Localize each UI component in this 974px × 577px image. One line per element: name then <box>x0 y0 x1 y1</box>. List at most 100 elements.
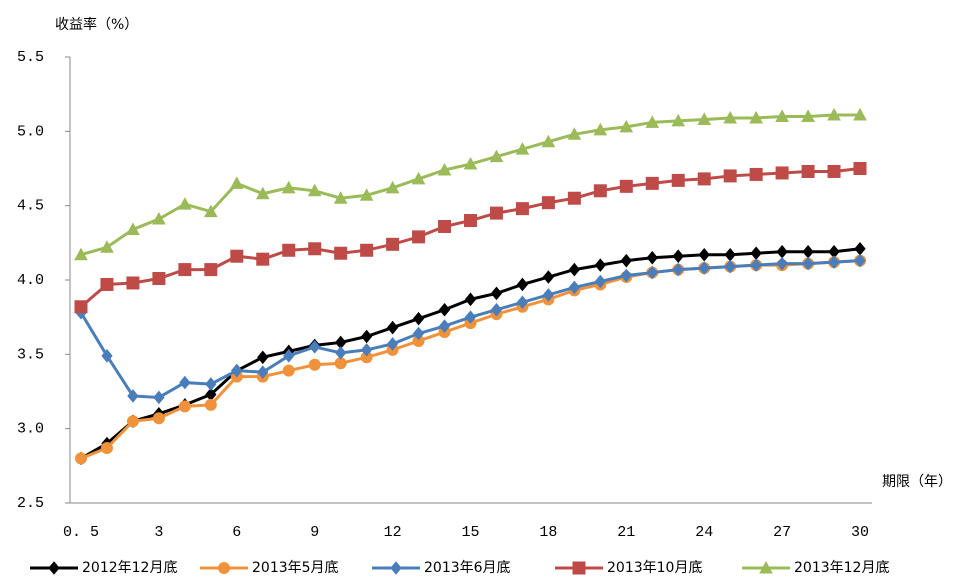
marker <box>308 358 321 371</box>
marker <box>541 134 556 148</box>
marker <box>568 280 581 295</box>
marker <box>594 274 606 289</box>
marker <box>645 115 660 128</box>
marker <box>152 272 166 286</box>
marker <box>620 253 632 268</box>
marker <box>802 256 814 271</box>
y-axis-label: 收益率（%） <box>55 16 138 33</box>
y-tick-label: 4.5 <box>17 198 44 215</box>
marker <box>749 167 763 181</box>
legend-item: 2013年12月底 <box>742 560 889 576</box>
marker <box>412 326 425 341</box>
legend-item: 2013年5月底 <box>200 560 339 576</box>
marker <box>464 310 477 324</box>
marker <box>101 349 113 363</box>
x-tick-label: 27 <box>773 524 791 541</box>
marker <box>282 364 295 377</box>
series <box>75 254 866 465</box>
marker <box>593 184 607 198</box>
series-line <box>80 247 861 460</box>
x-tick-label: 18 <box>539 524 557 541</box>
legend-label: 2013年10月底 <box>607 560 702 576</box>
marker <box>572 561 586 575</box>
marker <box>801 109 815 122</box>
marker <box>646 250 658 265</box>
x-tick-label: 6 <box>232 524 241 541</box>
series <box>74 107 867 261</box>
marker <box>438 319 451 333</box>
y-tick-label: 3.5 <box>17 346 44 363</box>
marker <box>218 562 230 574</box>
marker <box>854 253 866 268</box>
series-line <box>80 167 861 308</box>
series-line <box>80 259 861 460</box>
series <box>74 162 867 314</box>
marker <box>775 166 789 180</box>
marker <box>100 441 113 454</box>
marker <box>255 186 270 200</box>
marker <box>776 256 788 271</box>
legend-item: 2013年10月底 <box>555 560 702 576</box>
marker <box>178 197 192 210</box>
marker <box>541 196 555 210</box>
marker <box>645 176 659 190</box>
marker <box>515 202 529 216</box>
marker <box>127 389 139 403</box>
marker <box>515 142 530 155</box>
marker <box>204 398 217 411</box>
marker <box>464 214 477 228</box>
y-tick-label: 3.0 <box>17 421 44 438</box>
marker <box>203 204 218 218</box>
marker <box>697 172 711 186</box>
marker <box>802 244 814 259</box>
marker <box>542 288 555 302</box>
marker <box>646 265 658 280</box>
marker <box>828 255 840 269</box>
marker <box>750 258 762 272</box>
marker <box>48 561 60 575</box>
marker <box>854 241 866 256</box>
marker <box>750 246 762 261</box>
marker <box>257 365 269 379</box>
marker <box>489 149 504 163</box>
marker <box>671 113 686 127</box>
legend-label: 2013年6月底 <box>424 560 511 576</box>
marker <box>412 230 426 244</box>
y-tick-label: 5.5 <box>17 49 44 66</box>
legend-label: 2013年5月底 <box>252 560 339 576</box>
marker <box>568 262 581 277</box>
marker <box>827 164 841 178</box>
marker <box>490 302 503 317</box>
marker <box>126 276 140 290</box>
marker <box>567 191 581 205</box>
legend-item: 2012年12月底 <box>30 560 177 576</box>
marker <box>464 292 477 307</box>
x-tick-label: 30 <box>851 524 869 541</box>
marker <box>620 268 632 283</box>
marker <box>204 263 218 277</box>
marker <box>153 390 165 405</box>
marker <box>438 302 451 317</box>
marker <box>827 107 841 121</box>
marker <box>333 191 348 204</box>
marker <box>283 349 295 363</box>
marker <box>672 249 684 263</box>
y-tick-label: 5.0 <box>17 123 44 140</box>
marker <box>360 329 373 344</box>
marker <box>698 261 710 275</box>
marker <box>231 363 243 378</box>
marker <box>281 180 296 194</box>
marker <box>724 247 736 262</box>
marker <box>698 247 710 262</box>
marker <box>257 350 269 365</box>
marker <box>178 400 191 413</box>
marker <box>126 415 139 428</box>
marker <box>516 295 529 310</box>
marker <box>205 377 217 391</box>
marker <box>853 162 867 175</box>
x-tick-label: 12 <box>384 524 402 541</box>
marker <box>100 240 114 253</box>
marker <box>256 252 270 266</box>
marker <box>516 277 529 292</box>
